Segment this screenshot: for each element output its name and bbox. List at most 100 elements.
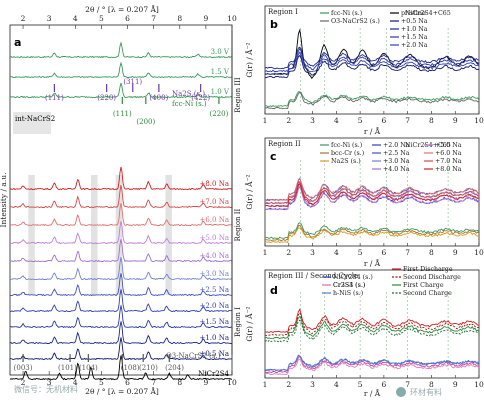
panel-a-ticks: 2 2 3 3 4 4 5 5 6 6 7 7 8 8 9 9 10 10: [21, 14, 237, 387]
pdf-legend-label: +7.0 Na: [435, 158, 462, 165]
a-miller-ni: (220): [210, 110, 229, 118]
a-trace: [9, 273, 233, 297]
a-top-tick-label: 8: [177, 14, 182, 23]
pdf-legend-label: +1.0 Na: [401, 26, 428, 33]
pdf-legend-label: Cr3S4 (s.): [333, 282, 365, 289]
pdf-tick-label: 3: [310, 248, 315, 257]
a-bottom-tick-label: 7: [151, 378, 156, 387]
a-miller-ni: (111): [113, 110, 132, 118]
ref-label-o3-nacrs2: O3-NaCrS2 (s.): [166, 352, 221, 360]
pdf-legend-label: +6.0 Na: [435, 150, 462, 157]
pdf-tick-label: 4: [334, 380, 339, 389]
pdf-legend-label: +1.5 Na: [401, 34, 428, 41]
a-bottom-tick-label: 3: [47, 378, 52, 387]
a-series-label: +0.5 Na: [199, 350, 229, 358]
a-series-label: 1.0 V: [211, 88, 230, 96]
a-series-label: 3.0 V: [211, 48, 230, 56]
pdf-legend-label: Cr2S3 (s.): [333, 282, 365, 289]
pdf-tick-label: 1: [263, 248, 268, 257]
a-series-label: +2.5 Na: [199, 286, 229, 294]
a-series-label: NiCr2S4: [198, 370, 229, 378]
a-miller-na2s: (111): [45, 94, 64, 102]
pdf-tick-label: 8: [429, 380, 434, 389]
pdf-legend-label: +4.0 Na: [383, 166, 410, 173]
pdf-tick-label: 2: [286, 380, 291, 389]
pdf-tick-label: 6: [381, 248, 386, 257]
panel-a: a 2θ / ° [λ = 0.207 Å] 2θ / ° [λ = 0.207…: [0, 5, 242, 396]
a-series-label: +1.5 Na: [199, 318, 229, 326]
a-series-label: +2.0 Na: [199, 302, 229, 310]
panel-a-top-axis-label: 2θ / ° [λ = 0.207 Å]: [85, 5, 159, 14]
panel-d-frame: [264, 269, 480, 379]
a-trace: [9, 321, 233, 345]
pdf-tick-label: 3: [310, 380, 315, 389]
a-miller-o3: (003): [14, 364, 33, 372]
pdf-legend-label: +0.5 Na: [401, 18, 428, 25]
pdf-tick-label: 4: [334, 116, 339, 125]
pdf-trace: [264, 225, 480, 242]
pdf-legend-label: NiCr2S4 (s.): [333, 274, 373, 281]
region-i-label: Region I: [234, 307, 242, 337]
a-trace: [9, 185, 233, 209]
pdf-legend-label: +8.0 Na: [435, 166, 462, 173]
a-bottom-tick-label: 8: [177, 378, 182, 387]
a-top-tick-label: 5: [99, 14, 104, 23]
int-nacrs2-box: [13, 112, 51, 134]
watermark-left: 微信号：无机材料: [14, 384, 78, 394]
pdf-legend-label: First Discharge: [403, 266, 453, 273]
pdf-tick-label: 4: [334, 248, 339, 257]
panel-d-ylabel: G(r) / Å⁻²: [245, 306, 254, 341]
pdf-legend-label: pristine: [401, 10, 426, 17]
a-series-label: +7.0 Na: [199, 198, 229, 206]
a-bottom-tick-label: 4: [73, 378, 78, 387]
panel-d-xlabel: r / Å: [364, 389, 381, 398]
panel-b-content: 1 2 3 4 5 6 7 8 9 10 NiCr2S4+C65 fcc-Ni (s.)O3-NaCr…: [263, 10, 484, 125]
pdf-trace: [264, 51, 480, 75]
pdf-tick-label: 10: [474, 380, 484, 389]
a-trace: [9, 166, 233, 191]
a-miller-o3: (210): [139, 364, 158, 372]
pdf-trace: [264, 355, 480, 372]
pdf-tick-label: 2: [286, 248, 291, 257]
a-shade-band: [165, 175, 172, 295]
pdf-legend-label: +2.0 Na: [383, 142, 410, 149]
a-miller-na2s: (311): [123, 78, 142, 86]
pdf-tick-label: 7: [405, 380, 410, 389]
a-series-label: +5.0 Na: [199, 234, 229, 242]
pdf-legend-label: +5.0 Na: [435, 142, 462, 149]
a-bottom-tick-label: 6: [125, 378, 130, 387]
panel-a-series-labels: 3.0 V 1.5 V 1.0 V +8.0 Na +7.0 Na +6.0 Na +5.0…: [198, 48, 230, 378]
panel-c: c Region II G(r) / Å⁻² r / Å 1 2 3 4 5 6 7 8 9 10…: [245, 137, 484, 268]
pdf-legend-label: Na2S (s.): [331, 158, 361, 165]
pdf-legend-label: fcc-Ni (s.): [331, 10, 362, 17]
pdf-trace: [264, 91, 480, 110]
a-bottom-tick-label: 10: [227, 378, 237, 387]
a-trace: [9, 305, 233, 329]
pdf-trace: [264, 46, 480, 70]
a-top-tick-label: 6: [125, 14, 130, 23]
pdf-tick-label: 6: [381, 380, 386, 389]
pdf-legend-label: +3.0 Na: [383, 158, 410, 165]
a-miller-ni: (200): [136, 118, 155, 126]
pdf-trace: [264, 177, 480, 202]
a-miller-o3: (108): [121, 364, 140, 372]
pdf-trace: [264, 319, 480, 343]
pdf-tick-label: 1: [263, 116, 268, 125]
pdf-tick-label: 8: [429, 248, 434, 257]
pdf-tick-label: 9: [453, 248, 458, 257]
a-series-label: +6.0 Na: [199, 216, 229, 224]
a-trace: [9, 239, 233, 263]
a-top-tick-label: 7: [151, 14, 156, 23]
pdf-trace: [264, 311, 480, 336]
pdf-legend-label: +2.0 Na: [401, 42, 428, 49]
a-miller-o3: (101): [58, 364, 77, 372]
pdf-trace: [264, 227, 480, 244]
panel-d-letter: d: [270, 284, 278, 297]
region-ii-label: Region II: [234, 208, 242, 241]
pdf-tick-label: 10: [474, 248, 484, 257]
panel-c-title: Region II: [268, 140, 301, 148]
pdf-tick-label: 9: [453, 116, 458, 125]
pdf-tick-label: 7: [405, 116, 410, 125]
panel-b-xlabel: r / Å: [364, 127, 381, 136]
